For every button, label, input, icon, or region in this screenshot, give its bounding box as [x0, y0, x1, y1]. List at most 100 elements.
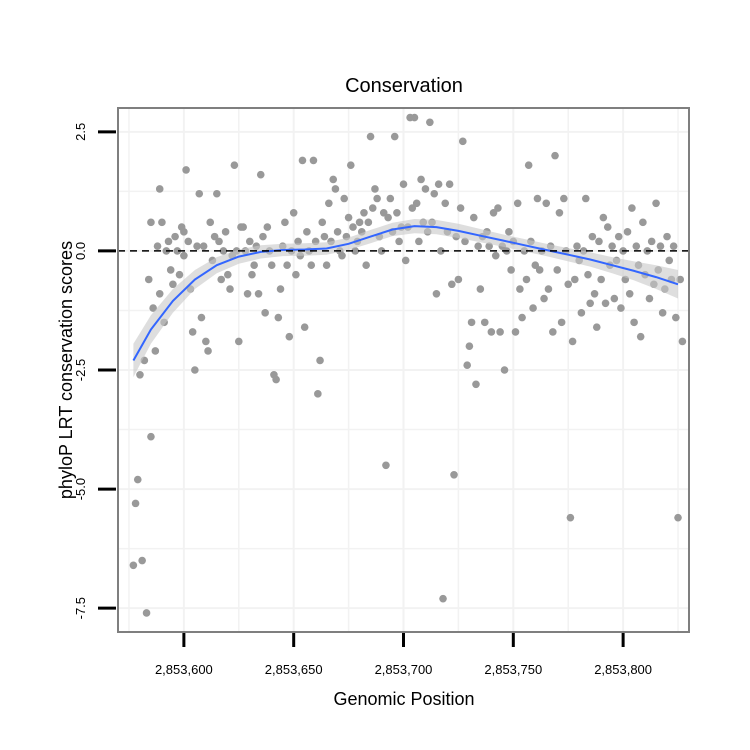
data-point	[549, 328, 557, 336]
plot-area: 2,853,600 2,853,650 2,853,700 2,853,750 2,85…	[73, 107, 690, 677]
data-point	[467, 318, 476, 327]
data-point	[230, 161, 239, 169]
data-point	[153, 242, 162, 250]
data-point	[129, 561, 138, 570]
data-point	[276, 285, 285, 293]
data-point	[663, 232, 671, 241]
data-point	[533, 194, 542, 203]
data-point	[505, 228, 513, 236]
data-point	[568, 337, 577, 346]
y-tick-label: 0.0	[73, 242, 88, 260]
data-point	[516, 285, 524, 293]
data-point	[338, 251, 346, 260]
data-point	[226, 285, 234, 293]
data-point	[555, 209, 564, 217]
y-tick-label: -2.5	[73, 359, 88, 381]
data-point	[571, 275, 579, 284]
data-point	[496, 328, 504, 336]
y-axis-title: phyloP LRT conservation scores	[56, 241, 76, 499]
data-point	[658, 309, 667, 317]
data-point	[149, 304, 157, 312]
data-point	[219, 247, 228, 255]
data-point	[344, 213, 353, 222]
data-point	[597, 275, 605, 284]
data-point	[665, 256, 674, 265]
data-point	[171, 232, 179, 241]
data-point	[592, 323, 601, 331]
data-point	[672, 313, 680, 322]
data-point	[256, 170, 265, 179]
data-point	[366, 132, 375, 141]
data-point	[217, 275, 226, 284]
data-point	[182, 166, 190, 174]
data-point	[645, 294, 654, 303]
x-tick-label: 2,853,700	[375, 662, 433, 677]
data-point	[564, 280, 573, 289]
data-point	[215, 237, 223, 246]
data-point	[360, 209, 368, 217]
data-point	[133, 475, 142, 484]
data-point	[292, 270, 300, 279]
x-tick-label: 2,853,650	[265, 662, 323, 677]
data-point	[623, 228, 632, 236]
data-point	[437, 247, 445, 255]
data-point	[355, 218, 364, 227]
data-point	[364, 218, 373, 227]
data-point	[300, 323, 309, 331]
data-point	[610, 294, 619, 303]
data-point	[553, 266, 562, 274]
data-point	[500, 366, 509, 374]
data-point	[434, 180, 443, 189]
data-point	[656, 242, 665, 250]
data-point	[322, 261, 331, 270]
y-tick-label: 2.5	[73, 123, 88, 141]
data-point	[202, 337, 210, 346]
data-point	[450, 471, 458, 479]
data-point	[155, 289, 164, 298]
data-point	[393, 209, 401, 217]
data-point	[261, 309, 269, 317]
data-point	[303, 228, 311, 236]
data-point	[371, 185, 379, 193]
data-point	[283, 261, 291, 270]
data-point	[595, 237, 603, 246]
data-point	[415, 237, 423, 246]
data-point	[599, 213, 608, 222]
data-point	[239, 223, 247, 231]
data-point	[131, 499, 140, 508]
data-point	[608, 242, 616, 250]
data-point	[340, 194, 349, 203]
data-point	[349, 223, 357, 231]
data-point	[542, 199, 551, 208]
data-point	[647, 237, 656, 246]
data-point	[285, 332, 294, 341]
data-point	[274, 313, 283, 322]
data-point	[245, 237, 254, 246]
data-point	[142, 609, 151, 617]
chart-title: Conservation	[345, 75, 463, 97]
data-point	[652, 199, 660, 208]
data-point	[480, 318, 489, 327]
data-point	[193, 242, 201, 250]
data-point	[584, 270, 592, 279]
data-point	[577, 309, 586, 317]
data-point	[314, 390, 322, 398]
data-point	[351, 247, 359, 255]
data-point	[551, 151, 559, 160]
data-point	[430, 189, 439, 198]
data-point	[476, 285, 485, 293]
data-point	[566, 513, 575, 522]
data-point	[544, 285, 553, 293]
data-point	[426, 118, 434, 127]
data-point	[518, 313, 526, 322]
data-point	[316, 356, 324, 365]
data-point	[628, 204, 636, 212]
data-point	[472, 380, 480, 389]
data-point	[254, 289, 263, 298]
data-point	[524, 161, 533, 169]
data-point	[281, 218, 289, 227]
data-point	[329, 175, 338, 184]
